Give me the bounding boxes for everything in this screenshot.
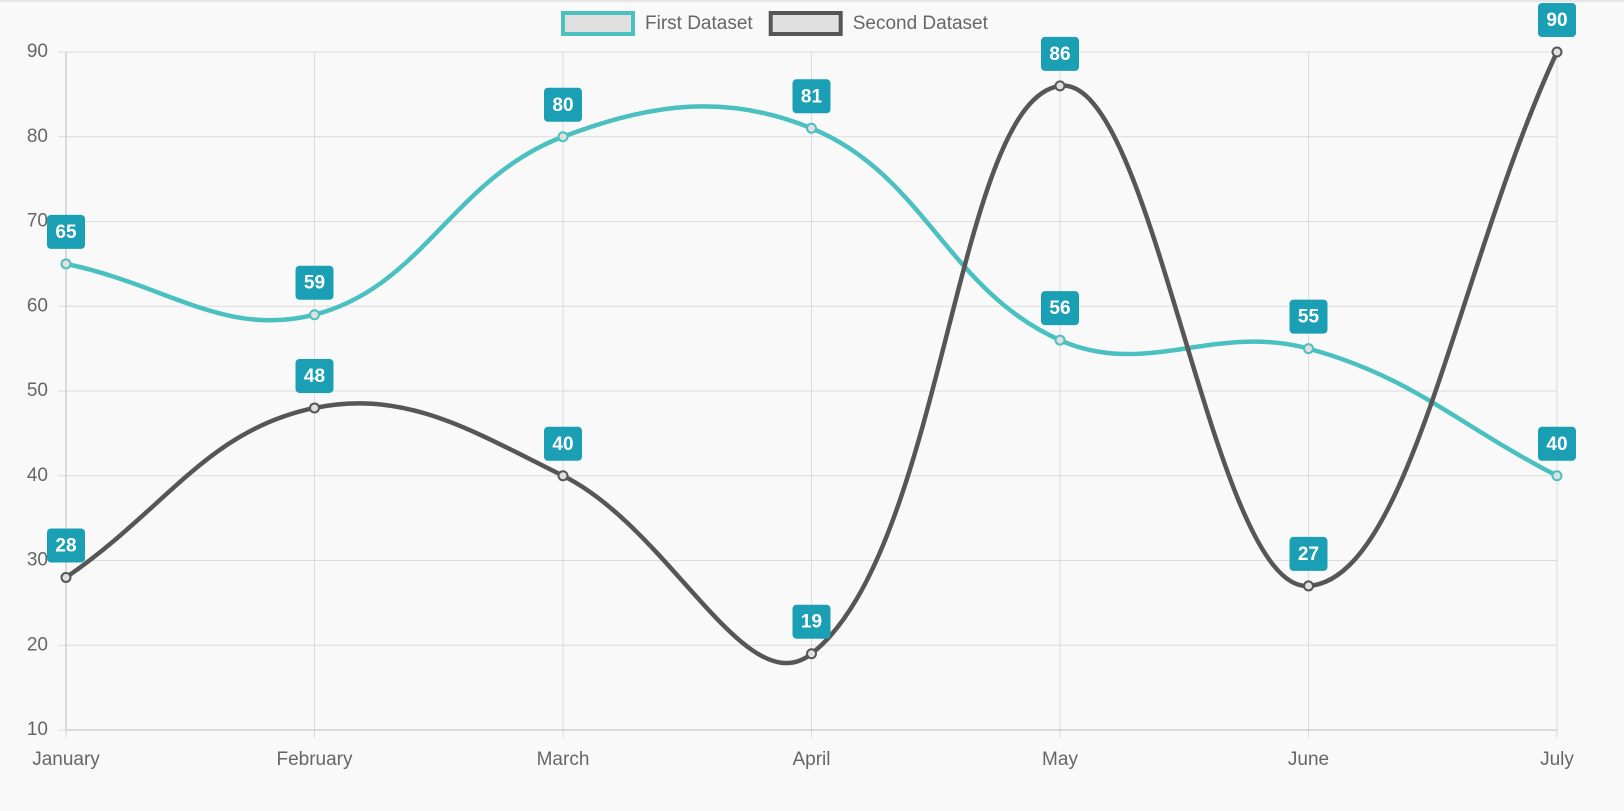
value-label: 81: [801, 86, 823, 107]
y-tick-label: 70: [27, 211, 48, 232]
value-label: 55: [1298, 307, 1320, 328]
value-label-box: [295, 265, 334, 300]
point: [309, 402, 320, 414]
value-label-box: [1289, 536, 1328, 571]
value-label: 56: [1049, 298, 1070, 319]
point: [557, 131, 569, 143]
y-tick-label: 40: [27, 465, 48, 486]
y-tick-label: 90: [27, 41, 48, 62]
point: [60, 258, 72, 270]
x-tick-label: January: [32, 749, 100, 770]
y-tick-label: 50: [27, 380, 48, 401]
value-label-box: [295, 358, 334, 393]
point: [806, 648, 817, 660]
value-label: 80: [552, 95, 573, 116]
y-tick-label: 80: [27, 126, 48, 147]
value-label: 27: [1298, 544, 1319, 565]
x-tick-label: May: [1042, 749, 1078, 770]
legend-label: Second Dataset: [853, 13, 989, 34]
value-label: 90: [1546, 10, 1567, 31]
value-label-box: [544, 87, 582, 122]
value-label-box: [47, 214, 85, 249]
x-tick-label: April: [792, 749, 830, 770]
value-label: 19: [801, 612, 822, 633]
point: [1551, 470, 1563, 482]
x-tick-label: June: [1288, 749, 1329, 770]
point: [1054, 80, 1066, 92]
value-label-box: [1289, 299, 1328, 334]
value-label: 48: [304, 366, 325, 387]
top-edge: [0, 0, 1624, 2]
x-tick-label: February: [276, 749, 353, 770]
point: [557, 470, 569, 482]
value-label: 40: [1546, 434, 1567, 455]
y-tick-label: 20: [27, 634, 48, 655]
point: [60, 571, 72, 583]
value-label: 28: [55, 535, 76, 556]
value-label-box: [1538, 426, 1576, 461]
point: [1303, 343, 1314, 355]
value-label-box: [792, 604, 831, 639]
value-label: 59: [304, 273, 325, 294]
value-label-box: [1041, 36, 1079, 71]
point: [309, 309, 320, 321]
value-label-box: [47, 528, 85, 563]
series-line: [64, 51, 1560, 665]
y-tick-label: 30: [27, 550, 48, 571]
value-label: 40: [552, 434, 573, 455]
value-label: 86: [1049, 44, 1070, 65]
value-label-box: [1538, 3, 1576, 37]
x-tick-label: March: [537, 749, 590, 770]
point: [1551, 46, 1563, 58]
y-tick-label: 10: [27, 719, 48, 740]
value-label-box: [544, 426, 582, 461]
value-label: 65: [55, 222, 77, 243]
y-tick-label: 60: [27, 295, 48, 316]
value-label-box: [1041, 291, 1079, 326]
point: [1303, 580, 1314, 592]
legend-swatch: [768, 11, 843, 36]
point: [1054, 334, 1066, 346]
value-label-box: [792, 79, 831, 114]
legend-label: First Dataset: [645, 13, 753, 34]
point: [806, 122, 817, 134]
x-tick-label: July: [1540, 749, 1574, 770]
legend-swatch: [561, 11, 635, 36]
